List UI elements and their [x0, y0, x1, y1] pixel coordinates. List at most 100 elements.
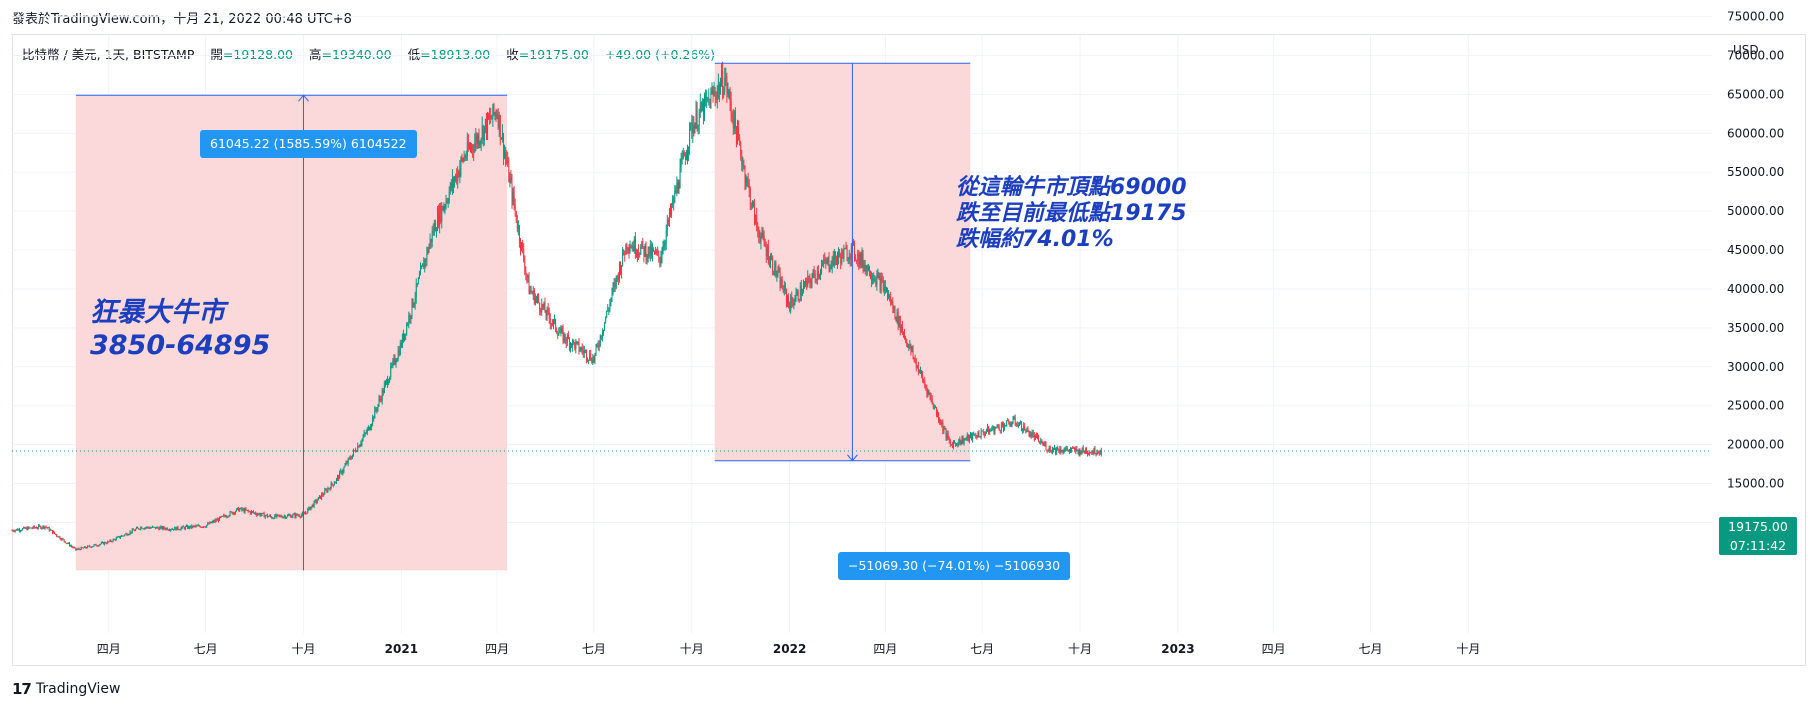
candle-body [127, 534, 129, 536]
candle-body [503, 133, 504, 156]
current-price: 19175.00 [1728, 519, 1788, 534]
candle-body [272, 517, 274, 519]
candle-body [248, 511, 250, 513]
candle-body [258, 513, 260, 515]
candle-body [539, 302, 541, 310]
candle-body [533, 290, 535, 304]
candle-body [812, 271, 814, 278]
candle-body [106, 543, 108, 545]
currency-label[interactable]: USD [1733, 43, 1759, 57]
candle-body [608, 309, 610, 311]
candle-body [880, 278, 882, 291]
candle-body [345, 462, 347, 466]
candle-body [423, 263, 425, 269]
candle-body [603, 329, 604, 334]
symbol-label[interactable]: 比特幣 / 美元, 1天, BITSTAMP [22, 47, 195, 62]
candle-body [595, 345, 597, 354]
candle-body [241, 507, 243, 510]
candle-body [317, 497, 319, 501]
candle-body [353, 450, 354, 455]
candle-body [863, 265, 865, 268]
candle-body [991, 429, 993, 431]
candle-body [428, 245, 430, 253]
candle-body [357, 445, 359, 452]
candle-body [13, 531, 15, 533]
candle-body [505, 152, 507, 158]
candle-body [470, 146, 471, 149]
candle-body [281, 516, 283, 518]
candle-body [926, 387, 928, 395]
candle-body [150, 527, 152, 529]
candle-body [741, 155, 743, 166]
candle-body [73, 547, 75, 549]
candle-body [95, 544, 97, 546]
candle-body [1003, 424, 1004, 430]
bull-range-shade [75, 95, 508, 571]
candle-body [844, 248, 846, 250]
candle-body [329, 488, 331, 490]
candle-body [81, 547, 83, 549]
candle-body [975, 435, 977, 437]
candle-body [405, 333, 407, 335]
candle-body [375, 408, 377, 410]
candle-body [698, 112, 700, 126]
candle-body [855, 257, 857, 260]
candle-body [609, 302, 611, 310]
candle-body [1000, 424, 1002, 431]
candle-body [472, 145, 474, 150]
candle-body [469, 146, 470, 149]
annotation-bear-market[interactable]: 從這輪牛市頂點69000 跌至目前最低點19175 跌幅約74.01% [956, 175, 1187, 253]
candle-body [905, 338, 907, 340]
annotation-bull-market[interactable]: 狂暴大牛市 3850-64895 [90, 296, 270, 362]
candle-body [932, 403, 934, 408]
candle-body [653, 249, 654, 251]
candle-body [1088, 453, 1090, 455]
candle-body [1062, 451, 1064, 453]
candle-body [176, 526, 178, 531]
candle-body [792, 301, 794, 306]
bar-countdown: 07:11:42 [1729, 538, 1787, 553]
candle-body [814, 273, 816, 279]
candle-body [612, 287, 614, 291]
candle-body [562, 329, 564, 342]
candle-body [742, 165, 744, 167]
candle-body [413, 303, 415, 307]
candle-body [752, 201, 753, 207]
candle-body [326, 489, 328, 492]
candle-body [44, 526, 46, 529]
candle-body [1092, 451, 1094, 454]
candle-body [707, 97, 709, 101]
candle-body [592, 356, 594, 364]
price-axis-label: 40000.00 [1727, 282, 1784, 296]
candle-body [1027, 427, 1029, 431]
tradingview-logo-icon: 17 [12, 680, 32, 698]
candle-body [425, 259, 427, 261]
candle-body [481, 126, 483, 139]
open-value: =19128.00 [222, 47, 294, 62]
candle-body [1098, 453, 1100, 455]
candle-body [316, 500, 318, 503]
candle-body [55, 533, 57, 535]
candle-body [142, 528, 144, 530]
candle-body [40, 526, 42, 529]
candle-body [682, 152, 684, 159]
candle-body [1058, 450, 1060, 453]
candle-body [893, 306, 895, 309]
candle-body [561, 328, 563, 330]
candle-body [767, 246, 769, 263]
candle-body [1053, 447, 1054, 450]
candle-body [487, 113, 489, 134]
candle-body [89, 545, 91, 547]
candle-body [582, 350, 584, 354]
candle-body [819, 273, 820, 277]
candle-body [30, 527, 32, 529]
candle-body [342, 471, 344, 474]
tradingview-brand[interactable]: 17 TradingView [12, 680, 120, 698]
candle-body [467, 141, 469, 149]
candle-body [571, 343, 573, 347]
candle-body [311, 504, 313, 507]
candle-body [515, 210, 517, 222]
candle-body [1009, 423, 1011, 427]
candle-body [891, 301, 893, 305]
